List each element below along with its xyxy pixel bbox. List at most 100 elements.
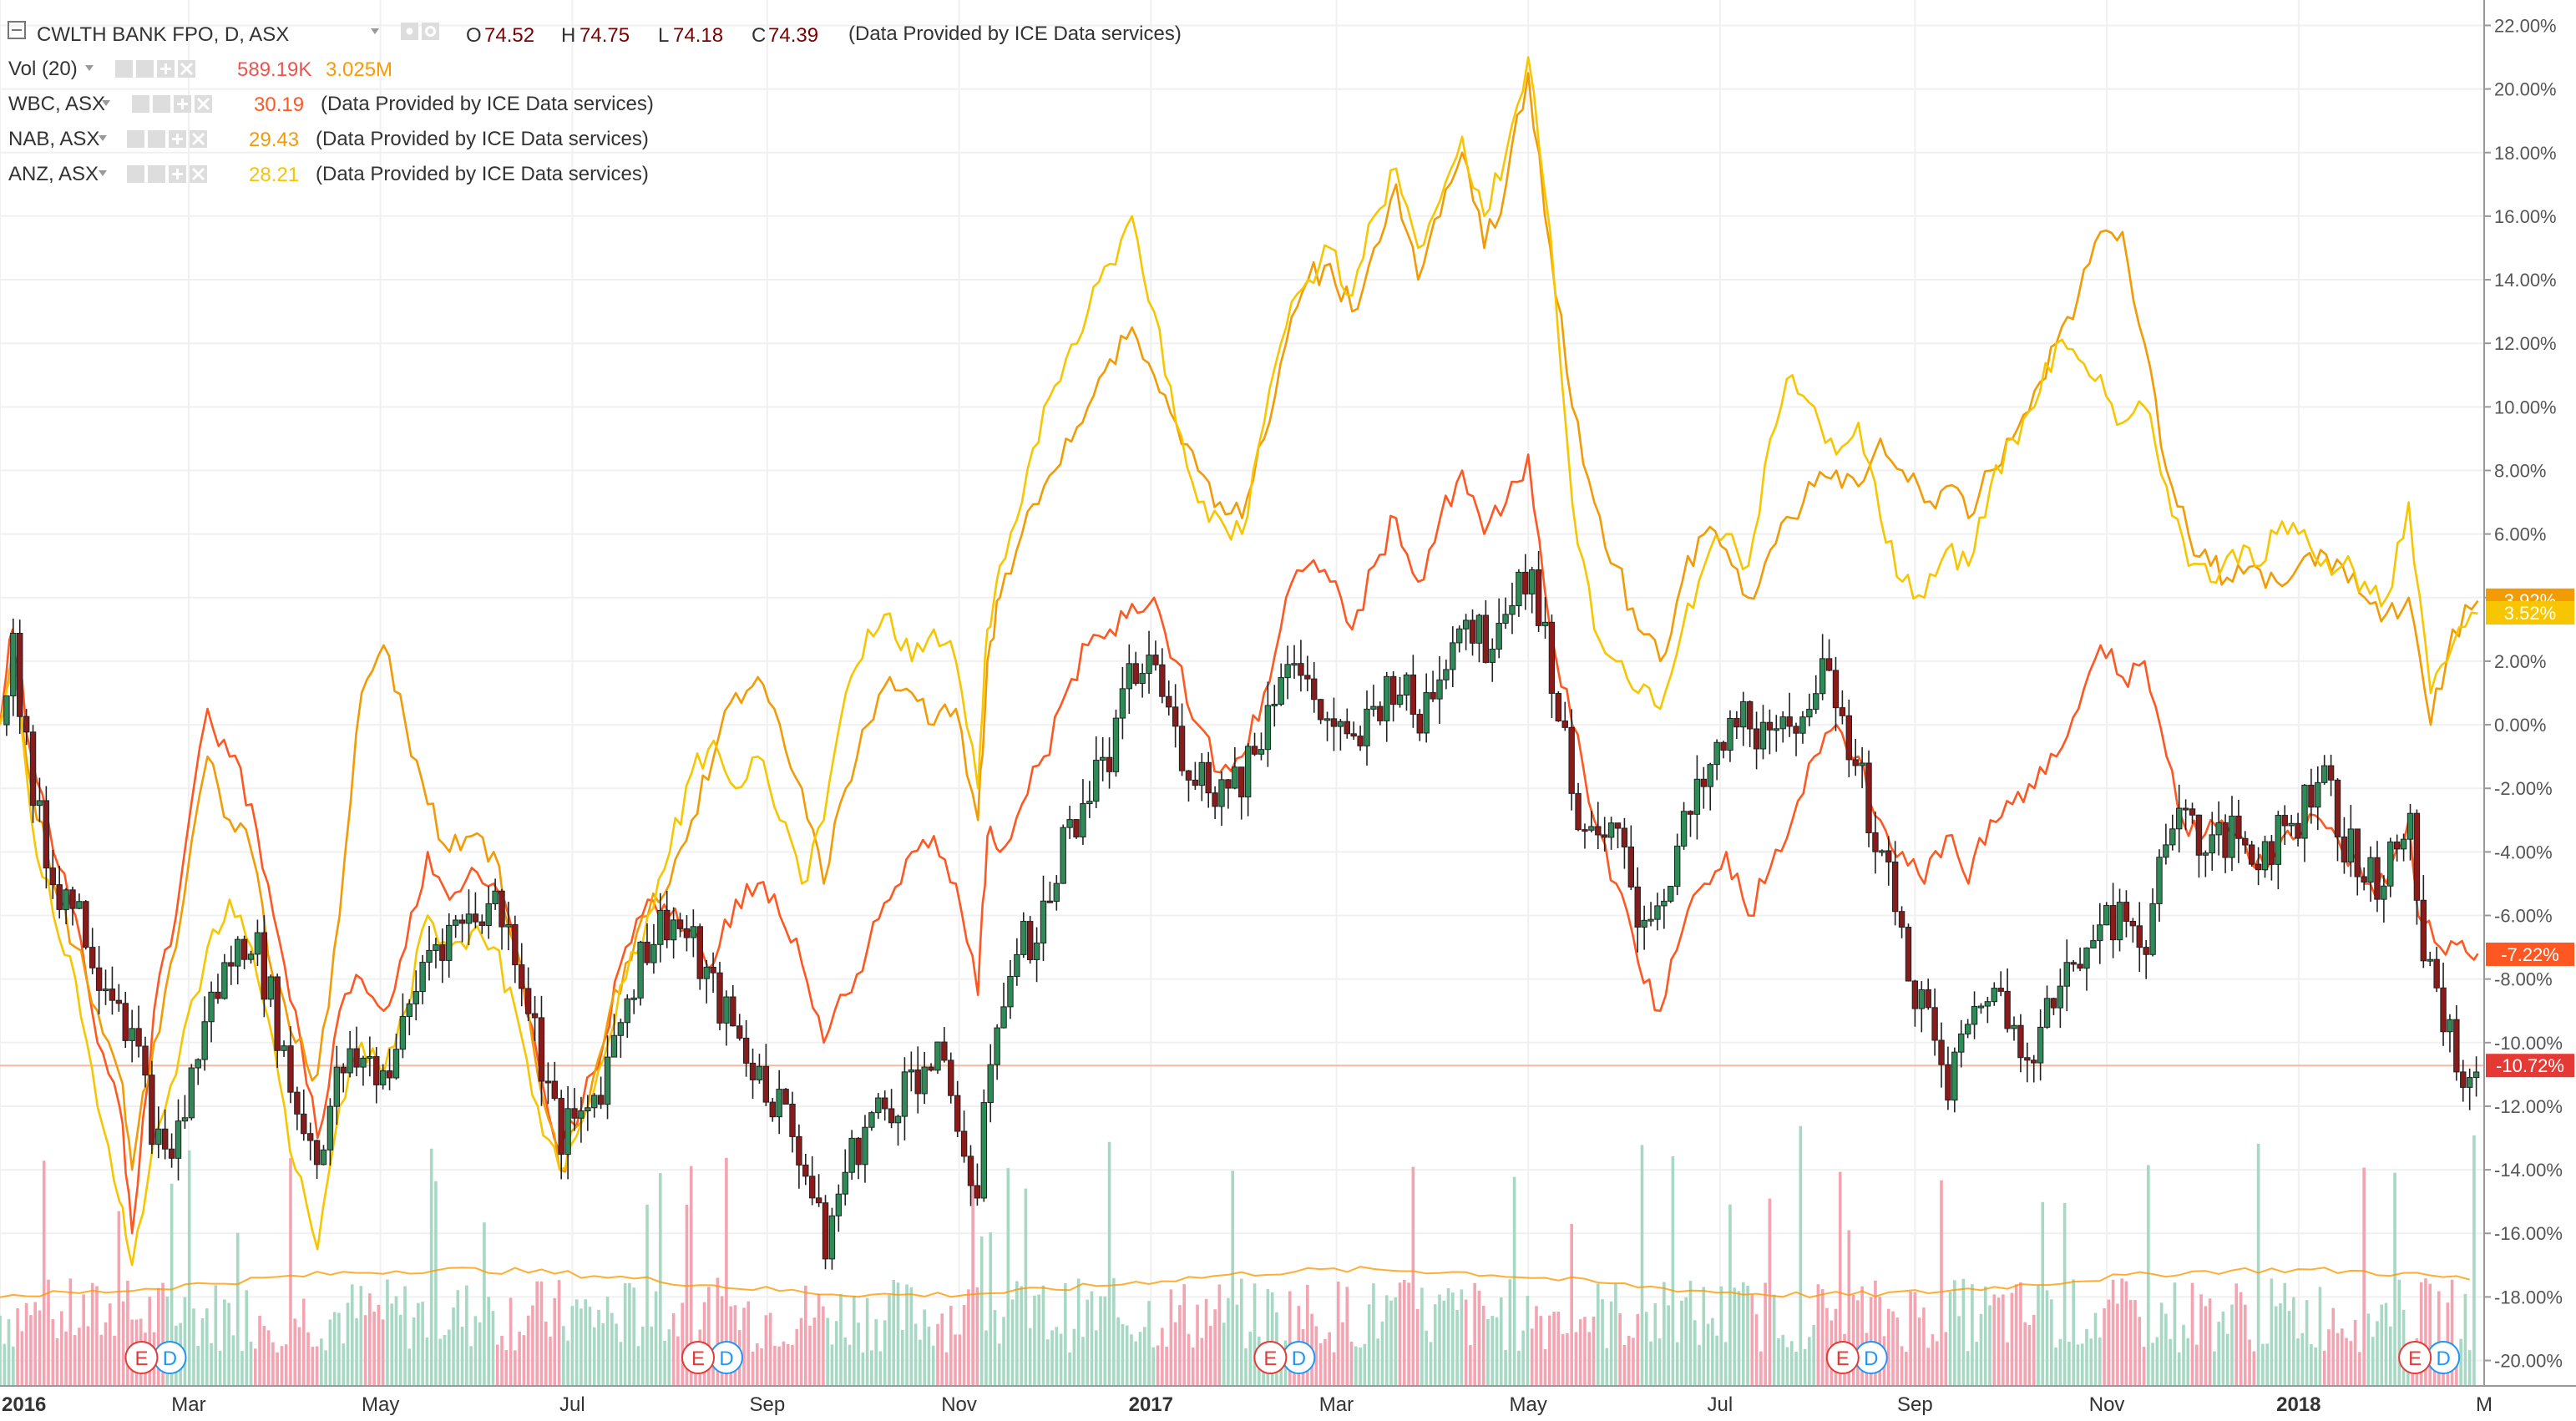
volume-bar <box>183 1297 187 1386</box>
volume-bar <box>407 1348 412 1386</box>
candle-body <box>2361 876 2367 883</box>
candle-body <box>1026 921 1034 960</box>
anz-provider: (Data Provided by ICE Data services) <box>316 163 649 185</box>
volume-bar <box>1768 1198 1772 1386</box>
volume-bar <box>2345 1338 2348 1386</box>
candle-body <box>1403 674 1410 696</box>
volume-bar <box>372 1311 376 1386</box>
wbc-value: 30.19 <box>254 94 304 116</box>
candle-body <box>1304 675 1311 680</box>
volume-bar <box>1922 1307 1926 1386</box>
earnings-marker[interactable] <box>124 1341 159 1374</box>
candle-body <box>2031 1059 2037 1064</box>
eye-icon[interactable] <box>132 95 149 113</box>
volume-bar <box>1376 1338 1379 1386</box>
y-tick-label: 2.00% <box>2494 651 2546 672</box>
volume-bar <box>24 1302 28 1386</box>
candle-body <box>1595 826 1602 836</box>
chevron-down-icon[interactable] <box>102 100 110 106</box>
volume-bar <box>1222 1322 1226 1386</box>
volume-bar <box>104 1322 108 1386</box>
volume-bar <box>610 1312 614 1386</box>
volume-bar <box>522 1335 526 1386</box>
candle-body <box>2374 857 2381 900</box>
candle-body <box>1112 717 1120 772</box>
volume-bar <box>913 1323 918 1386</box>
volume-bar <box>1165 1346 1168 1386</box>
volume-bar <box>1425 1330 1428 1386</box>
volume-bar <box>1041 1285 1045 1386</box>
eye-icon[interactable] <box>127 130 144 148</box>
candle-body <box>56 884 63 910</box>
volume-bar <box>1667 1305 1670 1386</box>
candle-body <box>2182 807 2189 811</box>
candle-body <box>142 1045 149 1076</box>
candle-body <box>2387 841 2394 887</box>
chevron-down-icon[interactable] <box>85 65 94 71</box>
last-value-labels: 3.92%3.52%-7.22%-10.72% <box>2486 588 2574 1078</box>
volume-bar <box>1420 1287 1424 1386</box>
volume-bar <box>1627 1335 1631 1386</box>
candle-body <box>882 1097 888 1110</box>
y-tick-label: -8.00% <box>2494 969 2553 990</box>
volume-bar <box>826 1317 829 1386</box>
volume-bar <box>971 1180 974 1386</box>
candle-body <box>1839 707 1846 716</box>
volume-bar <box>909 1287 913 1386</box>
earnings-marker[interactable] <box>681 1341 716 1374</box>
gear-icon[interactable] <box>422 23 439 40</box>
candle-body <box>2070 962 2077 965</box>
chevron-down-icon[interactable] <box>99 135 107 141</box>
candle-body <box>524 988 532 1014</box>
candle-body <box>2195 814 2203 856</box>
candle-body <box>1891 861 1899 913</box>
gear-icon[interactable] <box>153 95 170 113</box>
collapse-square-icon[interactable] <box>8 21 26 39</box>
candle-body <box>690 926 697 938</box>
volume-bar <box>746 1301 751 1386</box>
volume-bar <box>2310 1344 2313 1386</box>
candle-body <box>1014 953 1020 977</box>
volume-bar <box>271 1342 275 1386</box>
volume-bar <box>293 1318 297 1386</box>
x-tick-label: Mar <box>171 1393 205 1416</box>
gear-icon[interactable] <box>148 165 165 183</box>
candle-body <box>585 1107 591 1111</box>
candle-body <box>102 989 109 992</box>
legend-nab-row: NAB, ASX 29.43 (Data Provided by ICE Dat… <box>8 128 649 151</box>
chevron-down-icon[interactable] <box>99 170 107 176</box>
candle-body <box>1489 648 1495 663</box>
candle-body <box>2249 844 2255 865</box>
volume-bar <box>531 1305 534 1386</box>
earnings-marker[interactable] <box>2398 1341 2432 1374</box>
eye-icon[interactable] <box>115 60 133 78</box>
candle-body <box>1337 721 1344 727</box>
candle-body <box>320 1149 327 1166</box>
earnings-marker[interactable] <box>1253 1341 1288 1374</box>
volume-bar <box>1556 1312 1561 1386</box>
volume-bar <box>2190 1282 2194 1386</box>
candle-body <box>2261 841 2269 871</box>
volume-bar <box>1653 1302 1657 1386</box>
gear-icon[interactable] <box>148 130 165 148</box>
volume-bar <box>1107 1141 1111 1386</box>
candle-body <box>1119 688 1126 719</box>
volume-bar <box>1500 1297 1503 1386</box>
candle-body <box>2123 902 2130 922</box>
candle-body <box>240 938 248 960</box>
eye-icon[interactable] <box>127 165 144 183</box>
volume-bar <box>126 1281 129 1386</box>
candle-body <box>2024 1057 2031 1061</box>
candle-body <box>215 991 221 999</box>
volume-bar <box>1028 1327 1032 1386</box>
gear-icon[interactable] <box>136 60 154 78</box>
volume-bar <box>857 1322 860 1386</box>
candle-body <box>360 1057 367 1068</box>
volume-bar <box>2274 1306 2278 1386</box>
volume-bar <box>2098 1337 2102 1386</box>
volume-bar <box>1359 1347 1362 1386</box>
earnings-marker[interactable] <box>1825 1341 1860 1374</box>
volume-bar <box>1059 1333 1063 1386</box>
chevron-down-icon[interactable] <box>371 28 379 34</box>
